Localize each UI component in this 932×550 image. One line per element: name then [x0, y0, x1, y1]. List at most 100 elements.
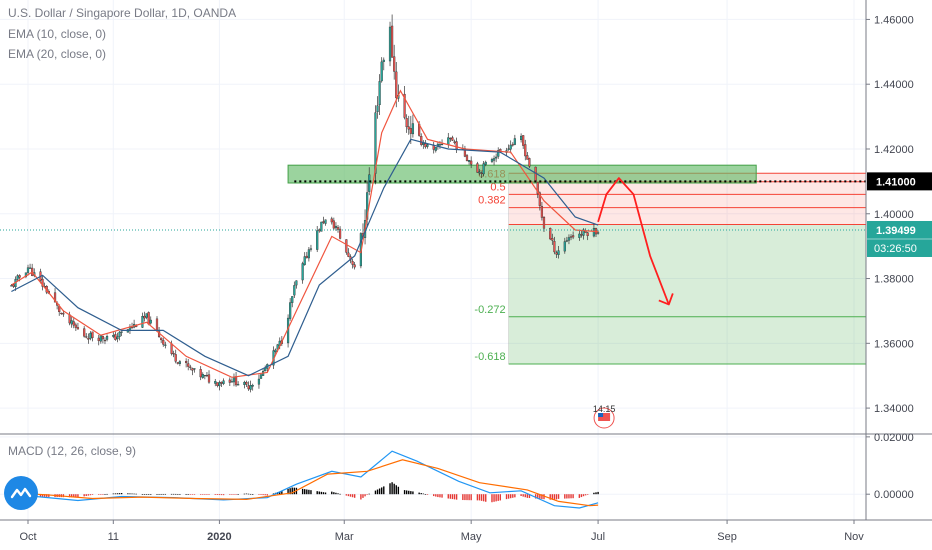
macd-histogram-bar — [520, 494, 522, 496]
candle-body — [189, 366, 192, 368]
candle-body — [524, 144, 527, 157]
macd-histogram-bar — [281, 490, 283, 495]
macd-histogram-bar — [106, 493, 108, 495]
candle-body — [203, 374, 206, 377]
candle-body — [540, 206, 544, 218]
ema20-legend[interactable]: EMA (20, close, 0) — [8, 47, 107, 61]
symbol-title[interactable]: U.S. Dollar / Singapore Dollar, 1D, OAND… — [8, 6, 237, 20]
candle-body — [482, 163, 485, 175]
candle-body — [476, 163, 479, 173]
macd-histogram-bar — [493, 494, 495, 502]
candle-body — [237, 384, 240, 386]
macd-histogram-bar — [306, 489, 308, 495]
macd-histogram-bar — [185, 494, 187, 495]
candle-body — [453, 141, 456, 143]
macd-tick-label: 0.02000 — [874, 432, 914, 444]
candle-body — [72, 321, 75, 326]
overlay: 14:15 — [0, 177, 866, 429]
macd-histogram-bar — [162, 493, 164, 495]
macd-histogram-bar — [412, 491, 414, 495]
macd-histogram-bar — [118, 493, 121, 495]
candle-body — [478, 171, 481, 174]
candle-body — [85, 336, 88, 338]
macd-histogram-bar — [112, 493, 115, 495]
candle-body — [467, 160, 471, 162]
candle-body — [176, 362, 179, 364]
price-tick-label: 1.44000 — [874, 79, 914, 91]
macd-histogram-bar — [127, 493, 129, 495]
candle-body — [380, 61, 383, 82]
macd-histogram-bar — [497, 494, 499, 501]
candle-body — [426, 144, 429, 147]
macd-histogram-bar — [349, 494, 352, 497]
candle-body — [170, 343, 173, 354]
macd-tick-label: 0.00000 — [874, 489, 914, 501]
fib-level-label: -0.618 — [474, 351, 505, 363]
candle-body — [160, 337, 163, 341]
candle-body — [555, 252, 558, 255]
macd-histogram-bar — [422, 493, 425, 495]
price-tick-label: 1.40000 — [874, 209, 914, 221]
macd-histogram-bar — [451, 494, 454, 500]
projection-arrow-path — [597, 177, 670, 305]
macd-histogram-bar — [208, 494, 210, 495]
macd-histogram-bar — [233, 494, 235, 495]
macd-histogram-bar — [557, 494, 560, 499]
macd-histogram-bar — [478, 494, 481, 501]
macd-histogram-bar — [214, 494, 216, 495]
candle-body — [118, 331, 121, 337]
candle-body — [553, 241, 556, 253]
macd-histogram-bar — [77, 494, 79, 498]
candle-body — [334, 225, 338, 229]
macd-histogram-bar — [308, 489, 310, 495]
candle-body — [520, 135, 523, 140]
macd-histogram-bar — [543, 494, 545, 500]
macd-histogram-bar — [229, 494, 231, 495]
projection-arrowhead — [658, 293, 674, 306]
macd-histogram-bar — [91, 494, 94, 495]
macd-histogram-bar — [449, 494, 452, 499]
candle-body — [565, 240, 568, 242]
candle-body — [557, 250, 560, 255]
macd-histogram-bar — [41, 494, 44, 497]
macd-histogram-bar — [116, 493, 119, 495]
macd-histogram-bar — [216, 494, 219, 495]
candle-body — [432, 145, 435, 150]
fib-level-label: 0.5 — [490, 181, 505, 193]
macd-histogram-bar — [368, 493, 370, 495]
macd-legend[interactable]: MACD (12, 26, close, 9) — [8, 444, 137, 458]
candle-body — [155, 318, 159, 331]
macd-histogram-bar — [231, 494, 233, 495]
candle-body — [164, 344, 167, 346]
macd-histogram-bar — [524, 494, 526, 498]
ema10-legend[interactable]: EMA (10, close, 0) — [8, 27, 107, 41]
ema-lines — [11, 89, 599, 378]
candle-body — [274, 349, 277, 352]
candle-body — [230, 381, 233, 383]
macd-histogram-bar — [584, 494, 587, 496]
candle-body — [347, 252, 350, 257]
candle-body — [307, 249, 310, 259]
macd-histogram-bar — [570, 494, 572, 499]
macd-histogram-bar — [258, 494, 260, 495]
macd-histogram-bar — [393, 483, 395, 495]
candle-body — [41, 278, 44, 287]
macd-histogram-bar — [551, 494, 554, 500]
macd-histogram-bar — [476, 494, 479, 501]
macd-histogram-bar — [495, 494, 497, 502]
candle-body — [303, 256, 306, 265]
macd-histogram-bar — [100, 494, 102, 495]
candle-body — [424, 143, 427, 148]
candle-body — [28, 267, 32, 269]
candle-body — [97, 337, 100, 341]
fib-level-label: -0.272 — [474, 304, 505, 316]
macd-histogram-bar — [145, 494, 148, 495]
candle-body — [147, 312, 150, 325]
macd-histogram-bar — [339, 493, 341, 495]
macd-histogram-bar — [175, 493, 177, 495]
price-tick-label: 1.46000 — [874, 14, 914, 26]
macd-histogram-bar — [335, 492, 337, 495]
macd-histogram-bar — [462, 494, 464, 501]
tradingview-logo-icon[interactable] — [4, 476, 38, 510]
